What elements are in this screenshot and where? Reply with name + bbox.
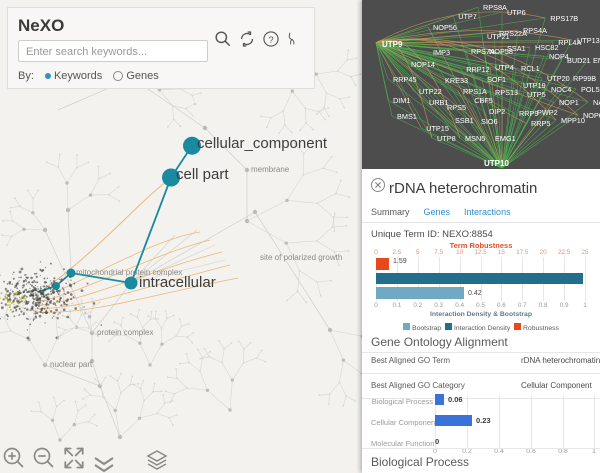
svg-text:RRP12: RRP12 [466,65,490,74]
svg-text:URB1: URB1 [429,98,448,107]
svg-text:HSC82: HSC82 [535,43,559,52]
svg-text:UTP19: UTP19 [523,81,546,90]
svg-text:UTP6: UTP6 [507,8,526,17]
svg-text:DIP2: DIP2 [489,107,505,116]
svg-text:RPS5: RPS5 [447,103,466,112]
svg-text:UTP22: UTP22 [419,87,442,96]
svg-text:DIM1: DIM1 [393,96,410,105]
svg-text:RPS8A: RPS8A [483,3,507,12]
svg-text:SIO6: SIO6 [481,117,498,126]
svg-text:RP99B: RP99B [573,74,596,83]
svg-text:CBF5: CBF5 [474,96,493,105]
svg-text:NAN1: NAN1 [593,98,600,107]
svg-text:NOC4: NOC4 [551,85,571,94]
svg-text:RPS17B: RPS17B [550,14,578,23]
svg-text:NOP14: NOP14 [411,60,435,69]
svg-text:MSN5: MSN5 [465,134,485,143]
svg-text:BMS1: BMS1 [397,112,417,121]
svg-text:NOP56: NOP56 [433,23,457,32]
svg-text:NOP1: NOP1 [559,98,579,107]
svg-text:POL5: POL5 [581,85,600,94]
svg-text:UTP9: UTP9 [382,40,403,49]
svg-text:RPS4A: RPS4A [523,26,547,35]
svg-text:RRP9: RRP9 [519,109,538,118]
svg-text:BUD21: BUD21 [567,56,591,65]
svg-text:MPP10: MPP10 [561,116,585,125]
svg-text:UTP13: UTP13 [577,36,600,45]
svg-text:RRP45: RRP45 [393,75,417,84]
svg-text:PWP2: PWP2 [537,108,558,117]
svg-text:NOP6: NOP6 [583,111,600,120]
svg-text:UTP20: UTP20 [547,74,570,83]
svg-text:UTP7: UTP7 [458,12,477,21]
svg-text:RPS13: RPS13 [495,88,518,97]
svg-text:RRP5: RRP5 [531,119,550,128]
svg-text:RCL1: RCL1 [521,64,540,73]
svg-text:NOP4: NOP4 [549,52,569,61]
svg-text:UTP4: UTP4 [495,63,514,72]
svg-text:UTP8: UTP8 [437,134,456,143]
svg-text:KRE33: KRE33 [445,76,468,85]
svg-text:SSB1: SSB1 [455,116,474,125]
svg-text:?: ? [268,35,273,45]
svg-text:EMG1: EMG1 [495,134,516,143]
svg-text:UTP5: UTP5 [527,90,546,99]
svg-text:SSA1: SSA1 [507,44,526,53]
svg-text:SOF1: SOF1 [487,75,506,84]
svg-text:RPS1A: RPS1A [463,87,487,96]
svg-text:UTP15: UTP15 [426,124,449,133]
svg-text:UTP10: UTP10 [484,159,509,168]
svg-text:IMP3: IMP3 [433,48,450,57]
svg-text:ENP1: ENP1 [593,56,600,65]
